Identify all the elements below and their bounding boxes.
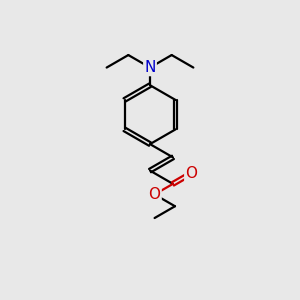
Text: O: O (185, 166, 197, 181)
Text: N: N (144, 60, 156, 75)
Text: O: O (148, 187, 160, 202)
